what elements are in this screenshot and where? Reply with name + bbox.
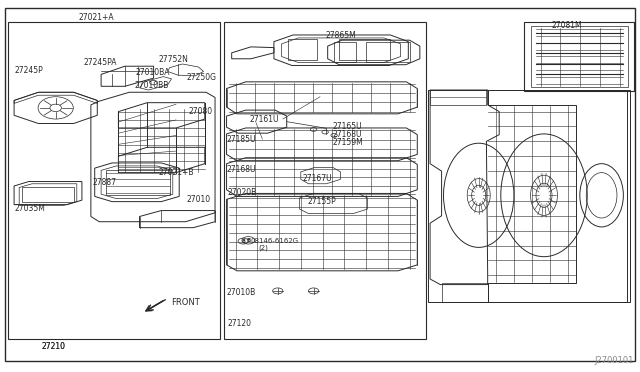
- Bar: [428, 90, 630, 302]
- Text: 08146-6162G: 08146-6162G: [251, 238, 299, 244]
- Text: 27210: 27210: [42, 342, 65, 351]
- Text: B: B: [241, 238, 245, 244]
- Bar: [339, 39, 390, 60]
- Text: 27081M: 27081M: [552, 21, 582, 30]
- Bar: [531, 26, 628, 87]
- Text: 27245PA: 27245PA: [83, 58, 116, 67]
- Bar: [430, 90, 486, 105]
- Bar: [288, 39, 317, 60]
- Bar: [106, 170, 170, 195]
- Bar: [442, 283, 488, 302]
- Bar: [8, 22, 220, 339]
- Text: 27021+B: 27021+B: [159, 169, 194, 177]
- Text: 27010: 27010: [187, 195, 211, 203]
- Text: 27168U: 27168U: [333, 130, 362, 139]
- Bar: [224, 22, 426, 339]
- Text: J2700101: J2700101: [594, 356, 634, 365]
- Text: 27210: 27210: [42, 342, 65, 351]
- Text: 27020B: 27020B: [228, 188, 257, 197]
- Bar: [524, 22, 634, 91]
- Text: 27752N: 27752N: [159, 55, 189, 64]
- Text: 27010BB: 27010BB: [134, 81, 169, 90]
- Text: 27159M: 27159M: [333, 138, 364, 147]
- Text: (2): (2): [259, 244, 268, 251]
- Text: 27035M: 27035M: [14, 204, 45, 213]
- Text: 27167U: 27167U: [302, 174, 332, 183]
- Text: 27185U: 27185U: [227, 135, 256, 144]
- Text: 27155P: 27155P: [307, 197, 336, 206]
- Text: B: B: [246, 238, 250, 243]
- Text: 27865M: 27865M: [325, 31, 356, 40]
- Bar: [22, 187, 74, 202]
- Text: 27080: 27080: [189, 107, 213, 116]
- Text: 27250G: 27250G: [187, 73, 217, 82]
- Bar: [366, 42, 410, 62]
- Text: 27168U: 27168U: [227, 165, 256, 174]
- Text: 27887: 27887: [93, 178, 116, 187]
- Text: 27245P: 27245P: [14, 66, 43, 75]
- Text: 27010B: 27010B: [227, 288, 256, 297]
- Text: 27010BA: 27010BA: [136, 68, 170, 77]
- Bar: [334, 42, 356, 62]
- Text: 27120: 27120: [228, 319, 252, 328]
- Text: 27165U: 27165U: [333, 122, 362, 131]
- Text: FRONT: FRONT: [172, 298, 200, 307]
- Text: 27021+A: 27021+A: [78, 13, 114, 22]
- Text: 27161U: 27161U: [250, 115, 279, 124]
